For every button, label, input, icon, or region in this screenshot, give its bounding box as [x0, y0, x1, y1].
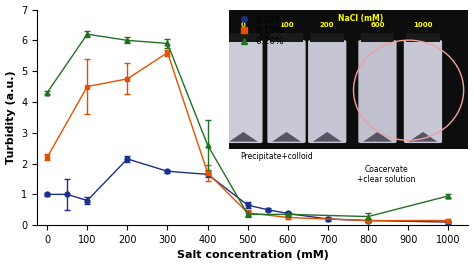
Text: Precipitate+colloid: Precipitate+colloid — [240, 152, 313, 161]
X-axis label: Salt concentration (mM): Salt concentration (mM) — [177, 251, 328, 260]
Legend: 0.02%, 0.10%, 0.20%: 0.02%, 0.10%, 0.20% — [231, 12, 288, 50]
Y-axis label: Turbidity (a.u.): Turbidity (a.u.) — [6, 70, 16, 164]
Text: Coacervate
+clear solution: Coacervate +clear solution — [357, 165, 416, 184]
